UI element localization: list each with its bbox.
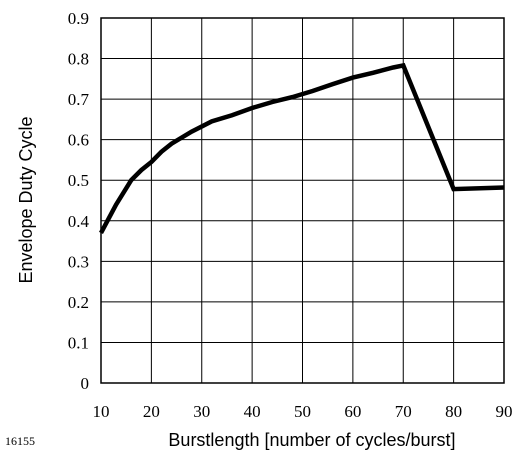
series-layer: [99, 62, 505, 234]
x-tick-label-6: 70: [395, 402, 412, 421]
grid-layer: [100, 17, 505, 384]
y-tick-label-0: 0: [81, 374, 90, 393]
y-axis-title: Envelope Duty Cycle: [16, 116, 36, 283]
x-tick-label-8: 90: [496, 402, 513, 421]
x-axis-title: Burstlength [number of cycles/burst]: [168, 430, 455, 450]
plot-frame: [100, 17, 505, 384]
series-line-0: [99, 62, 505, 234]
y-tick-label-9: 0.9: [68, 9, 89, 28]
y-tick-label-7: 0.7: [68, 90, 90, 109]
x-tick-label-5: 60: [344, 402, 361, 421]
x-tick-label-3: 40: [244, 402, 261, 421]
x-tick-label-0: 10: [93, 402, 110, 421]
x-tick-labels: 10 20 30 40 50 60 70 80 90: [93, 402, 513, 421]
y-tick-labels: 0 0.1 0.2 0.3 0.4 0.5 0.6 0.7 0.8 0.9: [68, 9, 90, 393]
x-tick-label-2: 30: [193, 402, 210, 421]
y-tick-label-3: 0.3: [68, 252, 89, 271]
y-tick-label-2: 0.2: [68, 293, 89, 312]
y-tick-label-6: 0.6: [68, 131, 89, 150]
x-tick-label-7: 80: [445, 402, 462, 421]
y-tick-label-1: 0.1: [68, 333, 89, 352]
y-tick-label-5: 0.5: [68, 171, 89, 190]
y-tick-label-4: 0.4: [68, 212, 90, 231]
x-tick-label-4: 50: [294, 402, 311, 421]
x-tick-label-1: 20: [143, 402, 160, 421]
y-tick-label-8: 0.8: [68, 50, 89, 69]
figure-id-label: 16155: [5, 434, 35, 448]
